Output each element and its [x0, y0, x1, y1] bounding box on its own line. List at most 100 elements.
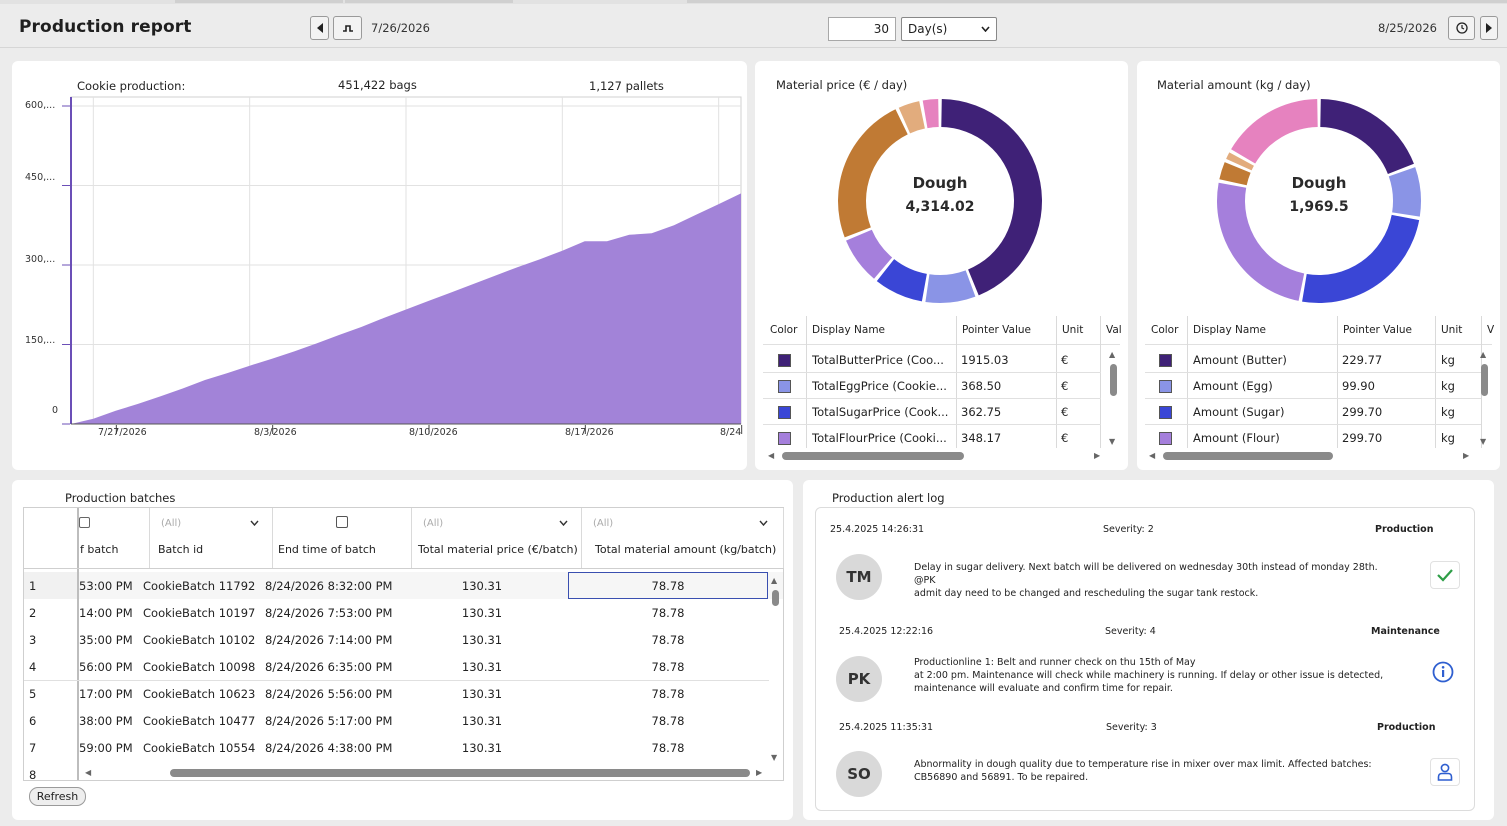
- alert-message-line: at 2:00 pm. Maintenance will check while…: [914, 670, 1384, 681]
- pallets-total: 1,127 pallets: [589, 79, 664, 93]
- y-tick-label: 450,...: [25, 172, 56, 183]
- col-header-total-price[interactable]: Total material price (€/batch): [418, 543, 578, 556]
- scroll-down-arrow[interactable]: ▼: [1109, 437, 1116, 446]
- end-time-cell: 8/24/2026 4:38:00 PM: [265, 741, 393, 755]
- acknowledge-button[interactable]: [1430, 561, 1460, 589]
- divider: [1145, 398, 1481, 399]
- donut-slice[interactable]: [1320, 99, 1414, 174]
- donut-slice[interactable]: [898, 101, 925, 134]
- donut-slice[interactable]: [1302, 214, 1420, 303]
- scroll-left-arrow[interactable]: ◀: [85, 768, 92, 777]
- scroll-down-arrow[interactable]: ▼: [1480, 437, 1487, 446]
- unit-cell: kg: [1441, 379, 1455, 393]
- assign-person-button[interactable]: [1430, 758, 1460, 786]
- scroll-right-arrow[interactable]: ▶: [756, 768, 763, 777]
- price-filter[interactable]: (All): [423, 518, 444, 529]
- col-header-start-batch[interactable]: f batch: [80, 543, 119, 556]
- filter-checkbox[interactable]: [79, 517, 90, 528]
- x-tick-label: 8/17/2026: [565, 427, 614, 438]
- x-tick-label: 7/27/2026: [98, 427, 147, 438]
- batch-id-filter[interactable]: (All): [161, 518, 182, 529]
- period-unit-select[interactable]: Day(s): [901, 17, 997, 41]
- scroll-right-arrow[interactable]: ▶: [1094, 451, 1101, 460]
- donut-slice[interactable]: [925, 270, 976, 303]
- alert-message: Delay in sugar delivery. Next batch will…: [914, 561, 1384, 600]
- donut-slice[interactable]: [1231, 99, 1318, 164]
- vertical-scrollbar[interactable]: [1481, 364, 1488, 396]
- donut-slice[interactable]: [838, 109, 908, 238]
- frozen-divider: [77, 508, 79, 780]
- col-header-end-time[interactable]: End time of batch: [278, 543, 376, 556]
- col-header-pointer-value[interactable]: Pointer Value: [962, 324, 1032, 336]
- display-name-cell: TotalEggPrice (Cookie...: [812, 379, 947, 393]
- end-time-cell: 8/24/2026 7:53:00 PM: [265, 606, 393, 620]
- alert-log-title: Production alert log: [832, 491, 945, 505]
- next-period-button[interactable]: [1480, 16, 1498, 40]
- row-number-cell: 1: [29, 579, 37, 593]
- donut-slice[interactable]: [846, 229, 893, 279]
- scroll-up-arrow[interactable]: ▲: [1109, 350, 1116, 359]
- tab[interactable]: [345, 0, 513, 3]
- vertical-scrollbar[interactable]: [1110, 364, 1117, 396]
- donut-slice[interactable]: [941, 99, 1042, 296]
- lock-range-button[interactable]: [333, 16, 362, 40]
- col-header-value[interactable]: V: [1487, 324, 1495, 336]
- previous-period-button[interactable]: [310, 16, 329, 40]
- info-button[interactable]: [1428, 658, 1458, 686]
- pointer-value-cell: 362.75: [961, 405, 1002, 419]
- end-time-filter-checkbox[interactable]: [336, 516, 348, 528]
- tab[interactable]: [687, 0, 1507, 3]
- donut-slice[interactable]: [876, 259, 927, 302]
- pointer-value-cell: 1915.03: [961, 353, 1009, 367]
- scroll-left-arrow[interactable]: ◀: [768, 451, 775, 460]
- donut-slice[interactable]: [1388, 167, 1421, 217]
- scroll-right-arrow[interactable]: ▶: [1463, 451, 1470, 460]
- divider: [806, 316, 807, 448]
- total-amount-cell: 78.78: [651, 606, 685, 620]
- horizontal-scrollbar[interactable]: [782, 452, 964, 460]
- donut-slice[interactable]: [1219, 162, 1251, 186]
- donut-slice[interactable]: [922, 99, 939, 129]
- tab[interactable]: [175, 0, 343, 3]
- donut-slice[interactable]: [1217, 182, 1305, 301]
- scroll-up-arrow[interactable]: ▲: [771, 576, 778, 585]
- col-header-color[interactable]: Color: [770, 324, 798, 336]
- donut-slice[interactable]: [1226, 152, 1254, 171]
- horizontal-scrollbar[interactable]: [1163, 452, 1333, 460]
- batch-id-cell: CookieBatch 10098: [143, 660, 256, 674]
- col-header-display-name[interactable]: Display Name: [1193, 324, 1267, 336]
- divider: [24, 568, 783, 569]
- divider: [1337, 316, 1338, 448]
- col-header-display-name[interactable]: Display Name: [812, 324, 886, 336]
- batch-id-cell: CookieBatch 11792: [143, 579, 256, 593]
- clock-button[interactable]: [1448, 16, 1475, 40]
- refresh-button[interactable]: Refresh: [29, 787, 86, 806]
- scroll-up-arrow[interactable]: ▲: [1480, 350, 1487, 359]
- col-header-batch-id[interactable]: Batch id: [158, 543, 204, 556]
- price-donut-center-value: 4,314.02: [905, 199, 975, 215]
- amount-filter[interactable]: (All): [593, 518, 614, 529]
- total-price-cell: 130.31: [461, 687, 503, 701]
- alert-message-line: Productionline 1: Belt and runner check …: [914, 657, 1196, 668]
- divider: [763, 344, 1120, 345]
- row-number-cell: 3: [29, 633, 37, 647]
- total-amount-cell: 78.78: [651, 741, 685, 755]
- scroll-down-arrow[interactable]: ▼: [771, 753, 778, 762]
- col-header-total-amount[interactable]: Total material amount (kg/batch): [595, 543, 777, 556]
- vertical-scrollbar[interactable]: [772, 590, 779, 606]
- unit-cell: €: [1061, 405, 1069, 419]
- col-header-pointer-value[interactable]: Pointer Value: [1343, 324, 1413, 336]
- alert-message: Abnormality in dough quality due to temp…: [914, 758, 1384, 784]
- horizontal-scrollbar[interactable]: [170, 769, 750, 777]
- unit-cell: kg: [1441, 431, 1455, 445]
- pointer-value-cell: 99.90: [1342, 379, 1375, 393]
- period-value-input[interactable]: 30: [828, 17, 896, 41]
- col-header-value[interactable]: Val: [1106, 324, 1122, 336]
- col-header-unit[interactable]: Unit: [1441, 324, 1463, 336]
- check-icon: [1437, 569, 1453, 582]
- start-time-cell: 59:00 PM: [79, 741, 133, 755]
- selected-cell-outline[interactable]: [568, 572, 768, 599]
- col-header-unit[interactable]: Unit: [1062, 324, 1084, 336]
- scroll-left-arrow[interactable]: ◀: [1149, 451, 1156, 460]
- col-header-color[interactable]: Color: [1151, 324, 1179, 336]
